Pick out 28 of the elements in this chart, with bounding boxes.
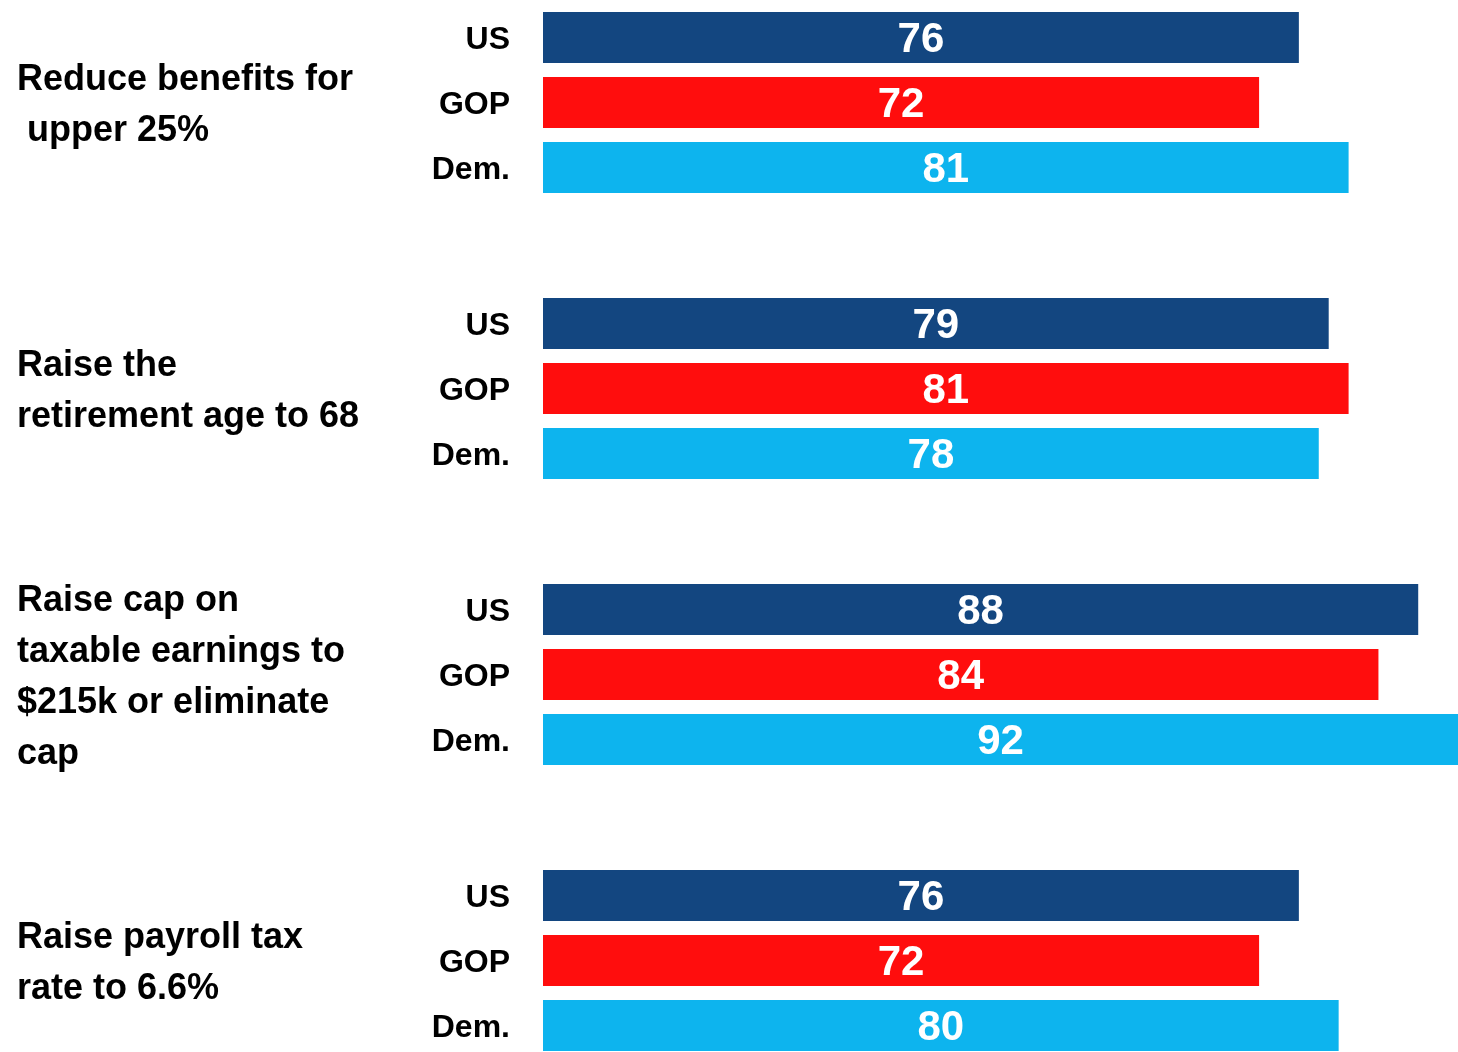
text: Raise cap on taxable earnings to $215k or eliminate cap	[17, 577, 356, 772]
y-tick-label: Dem.	[431, 149, 510, 186]
data-label: 72	[877, 79, 925, 126]
data-label: 81	[922, 144, 970, 191]
y-tick-label: GOP	[438, 84, 510, 121]
data-label: 76	[897, 872, 945, 919]
data-label: 78	[907, 430, 955, 477]
y-tick-label: US	[465, 877, 510, 914]
data-label: 92	[977, 716, 1024, 763]
text: Reduce benefits for upper 25%	[17, 56, 354, 149]
data-label: 81	[922, 365, 970, 412]
y-tick-label: Dem.	[431, 435, 510, 472]
y-tick-label: GOP	[438, 656, 510, 693]
text: Raise the retirement age to 68	[17, 342, 360, 435]
data-label: 84	[937, 651, 985, 698]
data-label: 72	[877, 937, 925, 984]
data-label: 88	[957, 586, 1004, 633]
data-label: 80	[917, 1002, 965, 1049]
y-tick-label: Dem.	[431, 721, 510, 758]
y-tick-label: US	[465, 19, 510, 56]
data-label: 79	[912, 300, 960, 347]
y-tick-label: GOP	[438, 942, 510, 979]
data-label: 76	[897, 14, 945, 61]
y-tick-label: US	[465, 591, 510, 628]
text: Raise payroll tax rate to 6.6%	[17, 914, 314, 1007]
y-tick-label: GOP	[438, 370, 510, 407]
y-tick-label: Dem.	[431, 1007, 510, 1044]
y-tick-label: US	[465, 305, 510, 342]
